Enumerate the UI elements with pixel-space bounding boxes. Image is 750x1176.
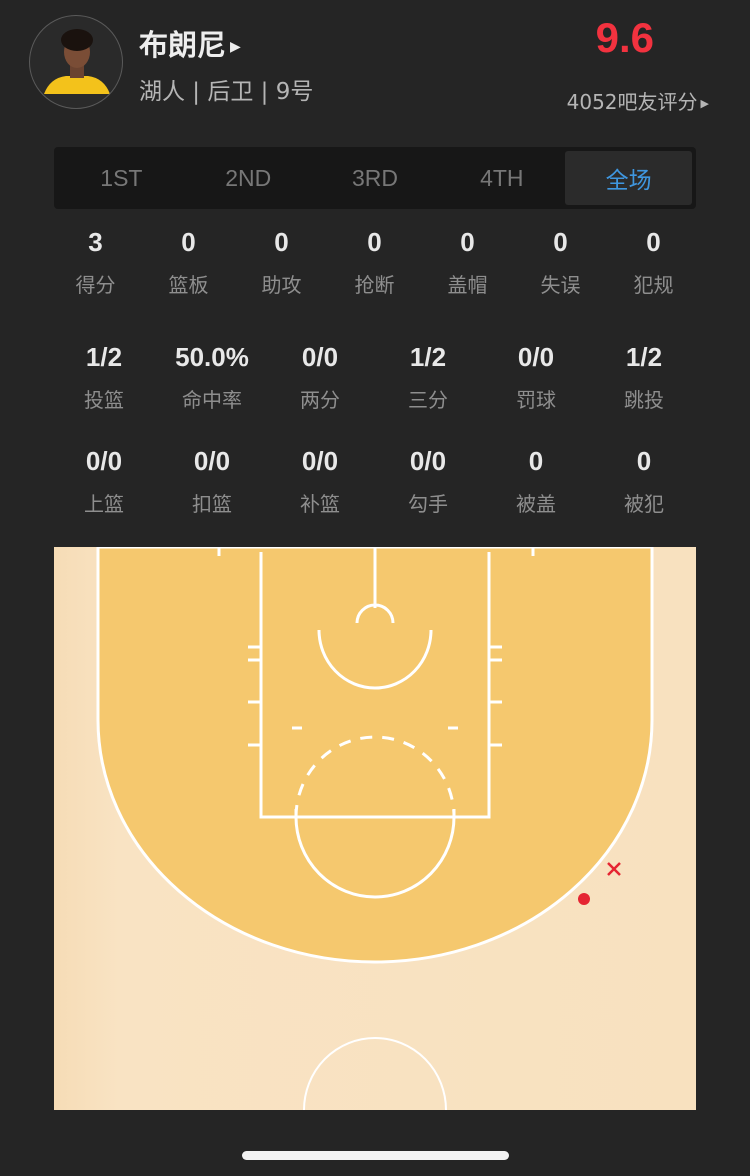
stat-label: 失误 [540, 273, 581, 297]
stat-label: 命中率 [182, 388, 242, 412]
stat-item: 0 被盖 [482, 446, 590, 517]
stat-value: 0 [636, 446, 652, 476]
stat-value: 1/2 [625, 342, 663, 372]
player-avatar[interactable] [29, 15, 123, 109]
missed-shot-marker[interactable] [607, 862, 621, 876]
stat-label: 投篮 [84, 388, 124, 412]
stat-value: 0 [646, 227, 661, 257]
made-shot-marker[interactable] [578, 893, 590, 905]
tab-full-game[interactable]: 全场 [565, 151, 692, 205]
stat-item: 0 篮板 [142, 227, 235, 298]
stat-value: 0 [553, 227, 568, 257]
court-lines [217, 547, 535, 1110]
stat-value: 0 [181, 227, 196, 257]
stat-value: 0/0 [301, 446, 339, 476]
stat-item: 0 抢断 [328, 227, 421, 298]
stat-item: 50.0% 命中率 [158, 342, 266, 413]
main-stats-row: 3 得分 0 篮板 0 助攻 0 抢断 0 盖帽 0 失误 0 犯规 [49, 227, 700, 298]
tab-2nd[interactable]: 2ND [225, 164, 272, 191]
play-arrow-icon: ▶ [700, 97, 709, 110]
tab-1st[interactable]: 1ST [100, 164, 143, 191]
stat-value: 0/0 [409, 446, 447, 476]
stat-label: 勾手 [408, 492, 448, 516]
stat-label: 得分 [75, 273, 116, 297]
stat-item: 1/2 三分 [374, 342, 482, 413]
three-point-area [96, 547, 654, 964]
shot-chart-court [54, 547, 696, 1110]
stat-value: 0 [367, 227, 382, 257]
stat-value: 0 [274, 227, 289, 257]
stat-label: 犯规 [633, 273, 674, 297]
stat-item: 0 盖帽 [421, 227, 514, 298]
tab-3rd[interactable]: 3RD [351, 164, 398, 191]
stat-value: 0/0 [85, 446, 123, 476]
stat-label: 三分 [408, 388, 448, 412]
stat-item: 0 犯规 [607, 227, 700, 298]
tab-4th[interactable]: 4TH [480, 164, 524, 191]
stat-item: 0/0 罚球 [482, 342, 590, 413]
stat-label: 两分 [300, 388, 340, 412]
stat-value: 1/2 [409, 342, 447, 372]
stat-value: 0 [460, 227, 475, 257]
player-info: 湖人 | 后卫 | 9号 [139, 79, 314, 105]
stat-label: 盖帽 [447, 273, 488, 297]
shot-type-stats-row: 0/0 上篮 0/0 扣篮 0/0 补篮 0/0 勾手 0 被盖 0 被犯 [50, 446, 698, 517]
stat-item: 0 助攻 [235, 227, 328, 298]
stat-value: 0 [528, 446, 544, 476]
stat-value: 0/0 [301, 342, 339, 372]
stat-label: 上篮 [84, 492, 124, 516]
stat-item: 0/0 上篮 [50, 446, 158, 517]
fan-rating-count: 4052吧友评分 [566, 90, 698, 114]
player-name: 布朗尼 [139, 28, 227, 62]
stat-value: 1/2 [85, 342, 123, 372]
stat-value: 0/0 [193, 446, 231, 476]
stat-item: 0/0 勾手 [374, 446, 482, 517]
stat-label: 罚球 [516, 388, 556, 412]
stat-item: 0/0 补篮 [266, 446, 374, 517]
fan-rating-link[interactable]: 4052吧友评分 ▶ [567, 86, 709, 115]
stat-item: 1/2 跳投 [590, 342, 698, 413]
stat-label: 抢断 [354, 273, 395, 297]
stat-item: 0/0 两分 [266, 342, 374, 413]
period-tabs: 1ST 2ND 3RD 4TH 全场 [54, 147, 696, 209]
stat-label: 被盖 [516, 492, 556, 516]
player-rating: 9.6 [595, 14, 654, 61]
stat-item: 1/2 投篮 [50, 342, 158, 413]
shooting-stats-row: 1/2 投篮 50.0% 命中率 0/0 两分 1/2 三分 0/0 罚球 1/2 跳投 [50, 342, 698, 413]
stat-item: 0 失误 [514, 227, 607, 298]
player-name-link[interactable]: 布朗尼 ▶ [139, 22, 241, 64]
stat-value: 0/0 [517, 342, 555, 372]
stat-value: 50.0% [175, 342, 249, 372]
stat-label: 扣篮 [192, 492, 232, 516]
stat-label: 被犯 [624, 492, 664, 516]
stat-value: 3 [88, 227, 103, 257]
stat-label: 篮板 [168, 273, 209, 297]
play-arrow-icon: ▶ [230, 39, 241, 55]
stat-label: 跳投 [624, 388, 664, 412]
stat-label: 补篮 [300, 492, 340, 516]
stat-item: 0 被犯 [590, 446, 698, 517]
stat-item: 0/0 扣篮 [158, 446, 266, 517]
stat-label: 助攻 [261, 273, 302, 297]
home-indicator[interactable] [242, 1151, 509, 1160]
stat-item: 3 得分 [49, 227, 142, 298]
